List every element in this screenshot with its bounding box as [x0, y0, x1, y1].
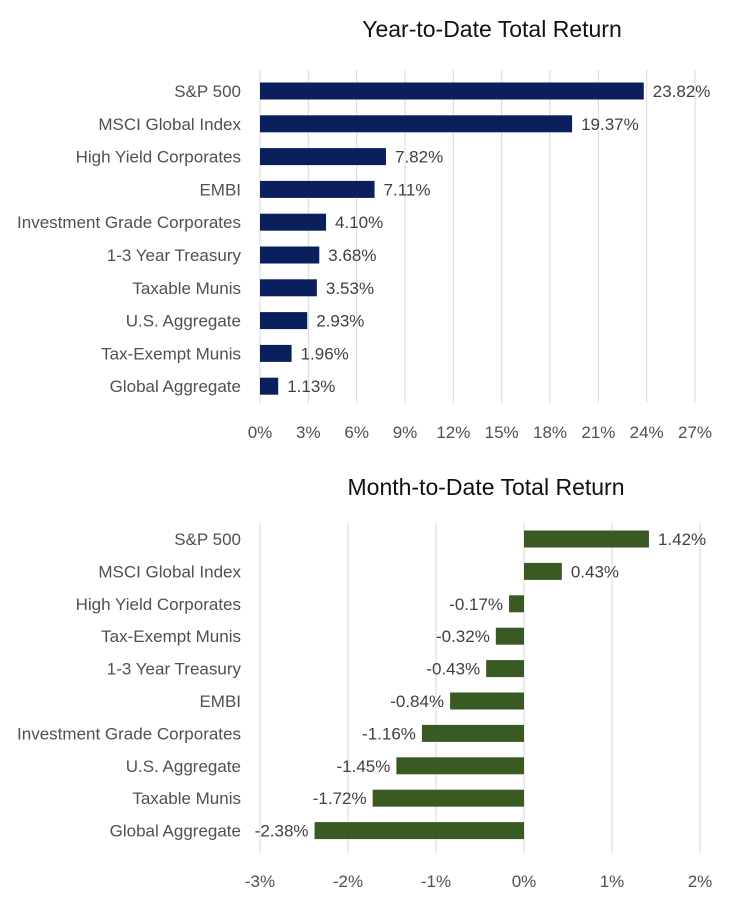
- category-label: 1-3 Year Treasury: [107, 660, 242, 679]
- bar: [421, 724, 524, 742]
- data-label: 23.82%: [653, 82, 711, 101]
- category-label: MSCI Global Index: [98, 115, 241, 134]
- bar: [260, 377, 279, 395]
- x-tick-label: 2%: [688, 872, 713, 891]
- x-tick-label: 0%: [248, 423, 273, 442]
- bar: [260, 82, 644, 100]
- bar: [450, 692, 524, 710]
- x-tick-label: 1%: [600, 872, 625, 891]
- ytd-chart-title: Year-to-Date Total Return: [362, 16, 622, 42]
- bar: [396, 757, 524, 775]
- category-label: U.S. Aggregate: [126, 312, 241, 331]
- x-tick-label: 3%: [296, 423, 321, 442]
- category-label: Investment Grade Corporates: [17, 724, 241, 743]
- category-label: S&P 500: [174, 530, 241, 549]
- category-label: Taxable Munis: [132, 279, 241, 298]
- category-label: Investment Grade Corporates: [17, 213, 241, 232]
- ytd-chart: 0% 3% 6% 9% 12% 15% 18% 21% 24% 27% S&P 500 23.82% M…: [17, 70, 712, 442]
- data-label: 1.42%: [658, 530, 706, 549]
- data-label: -1.72%: [313, 789, 367, 808]
- x-tick-label: 18%: [533, 423, 567, 442]
- mtd-chart-title: Month-to-Date Total Return: [347, 474, 625, 500]
- category-label: EMBI: [199, 692, 241, 711]
- data-label: -1.45%: [337, 757, 391, 776]
- bar: [372, 789, 524, 807]
- data-label: 1.13%: [287, 377, 335, 396]
- data-label: -2.38%: [255, 822, 309, 841]
- data-label: -0.32%: [436, 627, 490, 646]
- category-label: S&P 500: [174, 82, 241, 101]
- category-label: EMBI: [199, 180, 241, 199]
- category-label: High Yield Corporates: [76, 595, 241, 614]
- bar: [260, 213, 327, 231]
- bar: [260, 180, 375, 198]
- category-label: Taxable Munis: [132, 789, 241, 808]
- data-label: -0.17%: [449, 595, 503, 614]
- category-label: MSCI Global Index: [98, 562, 241, 581]
- mtd-chart: -3% -2% -1% 0% 1% 2% S&P 500 1.42% MSCI Global I…: [17, 523, 713, 891]
- x-tick-label: 24%: [630, 423, 664, 442]
- x-tick-label: -3%: [245, 872, 275, 891]
- data-label: 0.43%: [571, 562, 619, 581]
- bar: [524, 530, 649, 548]
- data-label: 1.96%: [301, 344, 349, 363]
- bar: [260, 344, 292, 362]
- category-label: 1-3 Year Treasury: [107, 246, 242, 265]
- bar: [314, 822, 524, 840]
- x-tick-label: 21%: [581, 423, 615, 442]
- data-label: 7.11%: [384, 180, 431, 199]
- bar: [260, 246, 320, 264]
- category-label: Global Aggregate: [110, 822, 241, 841]
- category-label: Tax-Exempt Munis: [101, 627, 241, 646]
- x-tick-label: 6%: [344, 423, 369, 442]
- bar: [524, 562, 562, 580]
- x-tick-label: 27%: [678, 423, 712, 442]
- data-label: 2.93%: [316, 312, 364, 331]
- data-label: -0.84%: [390, 692, 444, 711]
- data-label: -1.16%: [362, 724, 416, 743]
- x-tick-label: 15%: [485, 423, 519, 442]
- bar: [260, 148, 386, 166]
- data-label: 4.10%: [335, 213, 383, 232]
- bar: [486, 660, 524, 678]
- x-tick-label: 9%: [393, 423, 418, 442]
- data-label: 3.68%: [328, 246, 376, 265]
- category-label: Global Aggregate: [110, 377, 241, 396]
- x-tick-label: 0%: [512, 872, 537, 891]
- bar: [260, 279, 317, 297]
- bar: [509, 595, 524, 613]
- data-label: 19.37%: [581, 115, 639, 134]
- data-label: 3.53%: [326, 279, 374, 298]
- data-label: -0.43%: [426, 660, 480, 679]
- bar: [260, 115, 573, 133]
- bar: [495, 627, 524, 645]
- data-label: 7.82%: [395, 148, 443, 167]
- x-tick-label: -2%: [333, 872, 363, 891]
- x-tick-label: 12%: [436, 423, 470, 442]
- category-label: U.S. Aggregate: [126, 757, 241, 776]
- category-label: Tax-Exempt Munis: [101, 344, 241, 363]
- bar: [260, 312, 308, 330]
- x-tick-label: -1%: [421, 872, 451, 891]
- category-label: High Yield Corporates: [76, 148, 241, 167]
